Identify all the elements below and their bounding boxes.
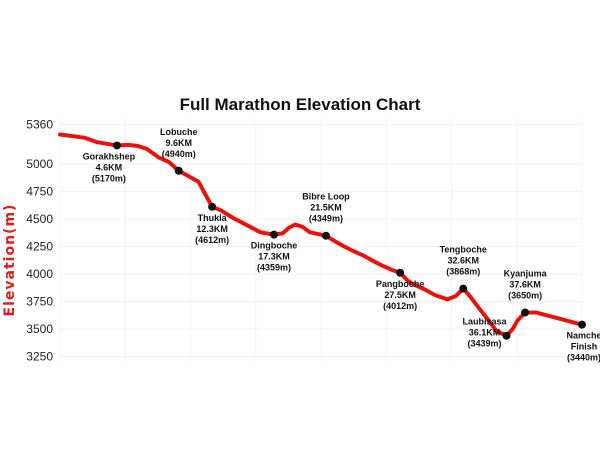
waypoint-label-line: Thukla [198,213,228,223]
waypoint-label: Lobuche 9.6KM (4940m) [160,127,198,159]
waypoint-label: Bibre Loop 21.5KM (4349m) [302,192,350,224]
waypoint-label-line: 37.6KM [509,280,541,290]
waypoint-label: Kyanjuma 37.6KM (3650m) [504,269,548,301]
waypoint-label-line: Tengboche [440,245,487,255]
waypoint-label-line: 9.6KM [165,138,192,148]
waypoint-label-line: Gorakhshep [83,151,136,161]
y-tick-label: 4500 [26,212,53,226]
waypoint: Lobuche 9.6KM (4940m) [160,127,198,175]
waypoint-marker [208,202,217,211]
waypoint-marker [521,308,530,317]
waypoint-label-line: (3650m) [508,291,542,301]
waypoint-label: Gorakhshep 4.6KM (5170m) [83,151,136,183]
waypoint-label-line: (4359m) [257,263,291,273]
waypoint: Dingboche 17.3KM (4359m) [251,230,298,273]
waypoint-label-line: 17.3KM [258,252,290,262]
waypoint-label-line: 32.6KM [447,256,479,266]
waypoint-label: Laubisasa 36.1KM (3439m) [463,317,508,349]
chart-title: Full Marathon Elevation Chart [180,95,421,114]
y-axis-label: Elevation(m) [2,204,18,317]
waypoint-label-line: Kyanjuma [504,269,548,279]
waypoint-label-line: (4940m) [162,149,196,159]
waypoint-label-line: 36.1KM [469,328,501,338]
waypoint-label: Dingboche 17.3KM (4359m) [251,241,298,273]
y-tick-label: 4750 [26,185,53,199]
y-tick-label: 3750 [26,295,53,309]
waypoint-label-line: Namche [566,331,600,341]
waypoint: Kyanjuma 37.6KM (3650m) [504,269,548,317]
y-tick-label: 3250 [26,350,53,364]
waypoint-label-line: 4.6KM [96,162,123,172]
waypoint-label-line: 12.3KM [196,224,228,234]
waypoint-label: Tengboche 32.6KM (3868m) [440,245,487,277]
y-ticks: 5360 5000 4750 4500 4250 4000 3750 3500 3250 [26,118,53,364]
y-tick-label: 3500 [26,322,53,336]
waypoint: Gorakhshep 4.6KM (5170m) [83,141,136,183]
waypoint: Pangboche 27.5KM (4012m) [376,268,425,311]
waypoint: Bibre Loop 21.5KM (4349m) [302,192,350,240]
waypoint: Namche Finish (3440m) [566,320,600,363]
y-tick-label: 5360 [26,118,53,132]
waypoint-label: Namche Finish (3440m) [566,331,600,363]
waypoint-marker [396,268,405,277]
waypoint-label-line: 21.5KM [310,203,342,213]
y-tick-label: 5000 [26,157,53,171]
waypoint-label-line: (3439m) [468,339,502,349]
elevation-line-layer [58,132,584,338]
waypoint-label-line: Dingboche [251,241,298,251]
waypoint-marker [112,141,121,150]
waypoint: Tengboche 32.6KM (3868m) [440,245,487,293]
waypoint-label-line: (4612m) [195,235,229,245]
waypoint-marker [459,284,468,293]
waypoint-label-line: (5170m) [92,173,126,183]
waypoint-label-line: 27.5KM [384,290,416,300]
waypoint-marker [269,230,278,239]
elevation-line [58,132,584,338]
waypoint-marker [321,231,330,240]
waypoint: Laubisasa 36.1KM (3439m) [463,317,511,349]
waypoint-label-line: Bibre Loop [302,192,350,202]
waypoint-label-line: (4012m) [383,301,417,311]
waypoint-label-line: (3868m) [446,267,480,277]
y-tick-label: 4250 [26,240,53,254]
grid-layer [59,118,583,362]
waypoint-label-line: Lobuche [160,127,198,137]
waypoint-marker [502,331,511,340]
waypoints: Gorakhshep 4.6KM (5170m) Lobuche 9.6KM (4940m… [83,127,600,363]
waypoint: Thukla 12.3KM (4612m) [195,202,229,245]
waypoint-label: Pangboche 27.5KM (4012m) [376,279,425,311]
waypoint-label-line: Pangboche [376,279,425,289]
waypoint-label: Thukla 12.3KM (4612m) [195,213,229,245]
y-tick-label: 4000 [26,267,53,281]
waypoint-label-line: (4349m) [309,214,343,224]
waypoint-label-line: Finish [571,342,598,352]
waypoint-marker [578,320,586,329]
waypoint-marker [174,166,183,175]
waypoint-label-line: Laubisasa [463,317,508,327]
waypoint-label-line: (3440m) [567,353,600,363]
